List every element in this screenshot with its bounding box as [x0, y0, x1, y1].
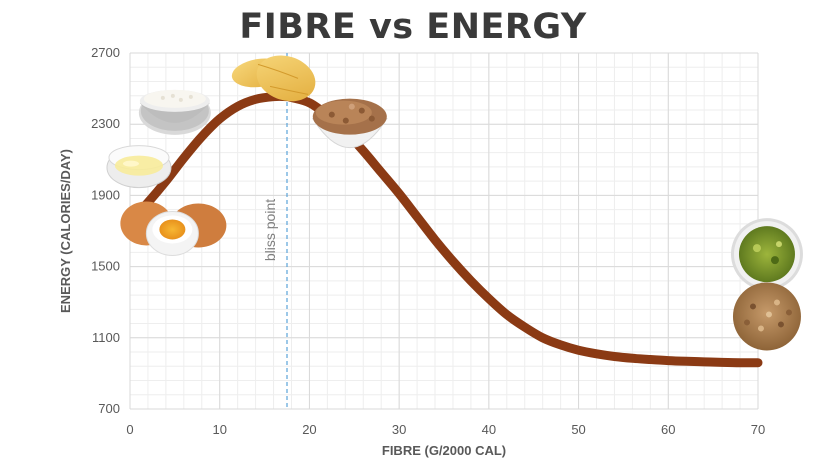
x-tick-label: 70 [751, 422, 765, 437]
y-tick-label: 1100 [92, 330, 120, 345]
y-tick-label: 2700 [91, 45, 120, 60]
lentils-image [732, 282, 801, 351]
y-tick-label: 2300 [91, 116, 120, 131]
x-tick-label: 20 [302, 422, 316, 437]
eggs-image [120, 201, 227, 256]
axis-ticks: 0 10 20 30 40 50 60 70 700 1100 1500 1900 2300 2700 [91, 45, 765, 437]
bliss-point-label: bliss point [262, 199, 278, 261]
x-tick-label: 50 [571, 422, 585, 437]
x-tick-label: 40 [482, 422, 496, 437]
x-tick-label: 10 [212, 422, 226, 437]
y-tick-label: 1500 [91, 259, 120, 274]
energy-curve [125, 91, 763, 368]
x-tick-label: 60 [661, 422, 675, 437]
chart-title: FIBRE vs ENERGY [239, 7, 587, 47]
y-axis-title: ENERGY (CALORIES/DAY) [58, 149, 73, 313]
rice-bowl-image [138, 89, 211, 135]
oats-bowl-image [311, 98, 388, 148]
x-tick-label: 30 [392, 422, 406, 437]
y-tick-label: 700 [98, 401, 120, 416]
pesto-bowl-image [730, 218, 803, 291]
oil-bowl-image [106, 145, 172, 189]
x-tick-label: 0 [126, 422, 133, 437]
y-tick-label: 1900 [91, 187, 120, 202]
x-axis-title: FIBRE (G/2000 CAL) [382, 443, 506, 458]
chips-image [231, 55, 316, 102]
